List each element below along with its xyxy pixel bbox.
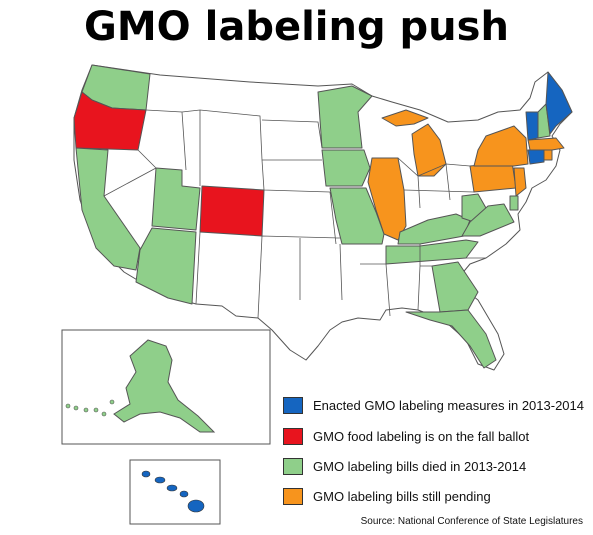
state-virginia xyxy=(461,203,515,237)
legend-swatch-ballot xyxy=(283,427,303,445)
legend-swatch-died xyxy=(283,457,303,475)
state-maine xyxy=(545,71,573,135)
state-connecticut xyxy=(527,149,545,165)
legend-swatch-pending xyxy=(283,487,303,505)
state-florida xyxy=(405,309,497,369)
legend-label-died: GMO labeling bills died in 2013-2014 xyxy=(313,458,527,474)
state-california xyxy=(75,147,141,271)
state-michigan xyxy=(411,123,447,177)
state-michigan-upper xyxy=(381,109,429,127)
state-border-lines xyxy=(103,109,486,319)
state-new-york xyxy=(473,125,529,167)
state-missouri xyxy=(329,187,385,245)
alaska-inset-frame xyxy=(61,329,271,445)
source-note: Source: National Conference of State Leg… xyxy=(360,516,583,527)
state-arizona xyxy=(135,227,197,305)
state-massachusetts xyxy=(527,137,565,151)
state-vermont xyxy=(525,111,539,141)
state-hawaii xyxy=(141,470,205,513)
legend-item-died: GMO labeling bills died in 2013-2014 xyxy=(283,456,526,476)
legend-label-enacted: Enacted GMO labeling measures in 2013-20… xyxy=(313,397,584,413)
state-new-jersey xyxy=(513,167,527,197)
state-utah xyxy=(151,167,201,231)
legend-item-ballot: GMO food labeling is on the fall ballot xyxy=(283,426,529,446)
state-alaska xyxy=(113,339,216,433)
state-colorado xyxy=(199,185,265,237)
legend-label-pending: GMO labeling bills still pending xyxy=(313,488,491,504)
aleutian-islands xyxy=(65,399,115,417)
legend-swatch-enacted xyxy=(283,396,303,414)
legend-item-enacted: Enacted GMO labeling measures in 2013-20… xyxy=(283,395,584,415)
state-delaware xyxy=(509,195,519,211)
state-illinois xyxy=(367,157,407,241)
legend-label-ballot: GMO food labeling is on the fall ballot xyxy=(313,428,530,444)
map-title: GMO labeling push xyxy=(84,4,509,50)
state-rhode-island xyxy=(543,149,553,161)
state-iowa xyxy=(321,149,371,187)
legend-item-pending: GMO labeling bills still pending xyxy=(283,486,491,506)
hawaii-inset-frame xyxy=(129,459,221,525)
state-georgia xyxy=(431,261,479,313)
state-oregon xyxy=(73,91,147,151)
